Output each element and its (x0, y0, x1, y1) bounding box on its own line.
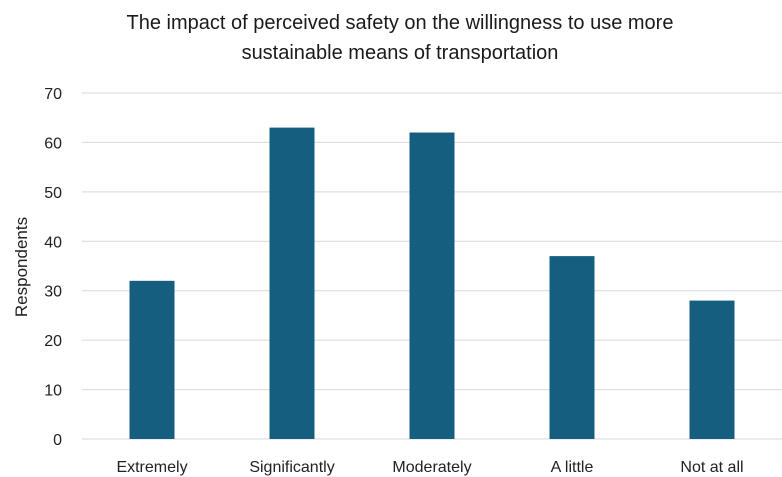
bar-not-at-all (689, 300, 735, 439)
chart-title-line-2: sustainable means of transportation (241, 42, 559, 64)
y-tick-label: 50 (44, 185, 62, 202)
y-tick-label: 0 (53, 432, 62, 449)
y-axis-label: Respondents (12, 217, 31, 317)
chart-title: The impact of perceived safety on the wi… (60, 8, 740, 68)
x-tick-label: Not at all (680, 459, 743, 476)
bar-a-little (549, 256, 595, 439)
bar-moderately (409, 132, 455, 440)
x-tick-label: Extremely (116, 459, 187, 476)
x-tick-label: Significantly (249, 459, 334, 476)
bars (129, 127, 735, 440)
x-axis-ticks: Extremely Significantly Moderately A little… (116, 459, 743, 476)
y-tick-label: 60 (44, 135, 62, 152)
bar-significantly (269, 127, 315, 439)
y-tick-label: 40 (44, 234, 62, 251)
chart-title-line-1: The impact of perceived safety on the wi… (126, 12, 674, 34)
y-axis-ticks: 0 10 20 30 40 50 60 70 (44, 86, 62, 449)
x-tick-label: A little (551, 459, 594, 476)
y-tick-label: 30 (44, 284, 62, 301)
y-tick-label: 70 (44, 86, 62, 103)
bar-extremely (129, 280, 175, 439)
y-tick-label: 10 (44, 383, 62, 400)
y-tick-label: 20 (44, 333, 62, 350)
x-tick-label: Moderately (392, 459, 471, 476)
